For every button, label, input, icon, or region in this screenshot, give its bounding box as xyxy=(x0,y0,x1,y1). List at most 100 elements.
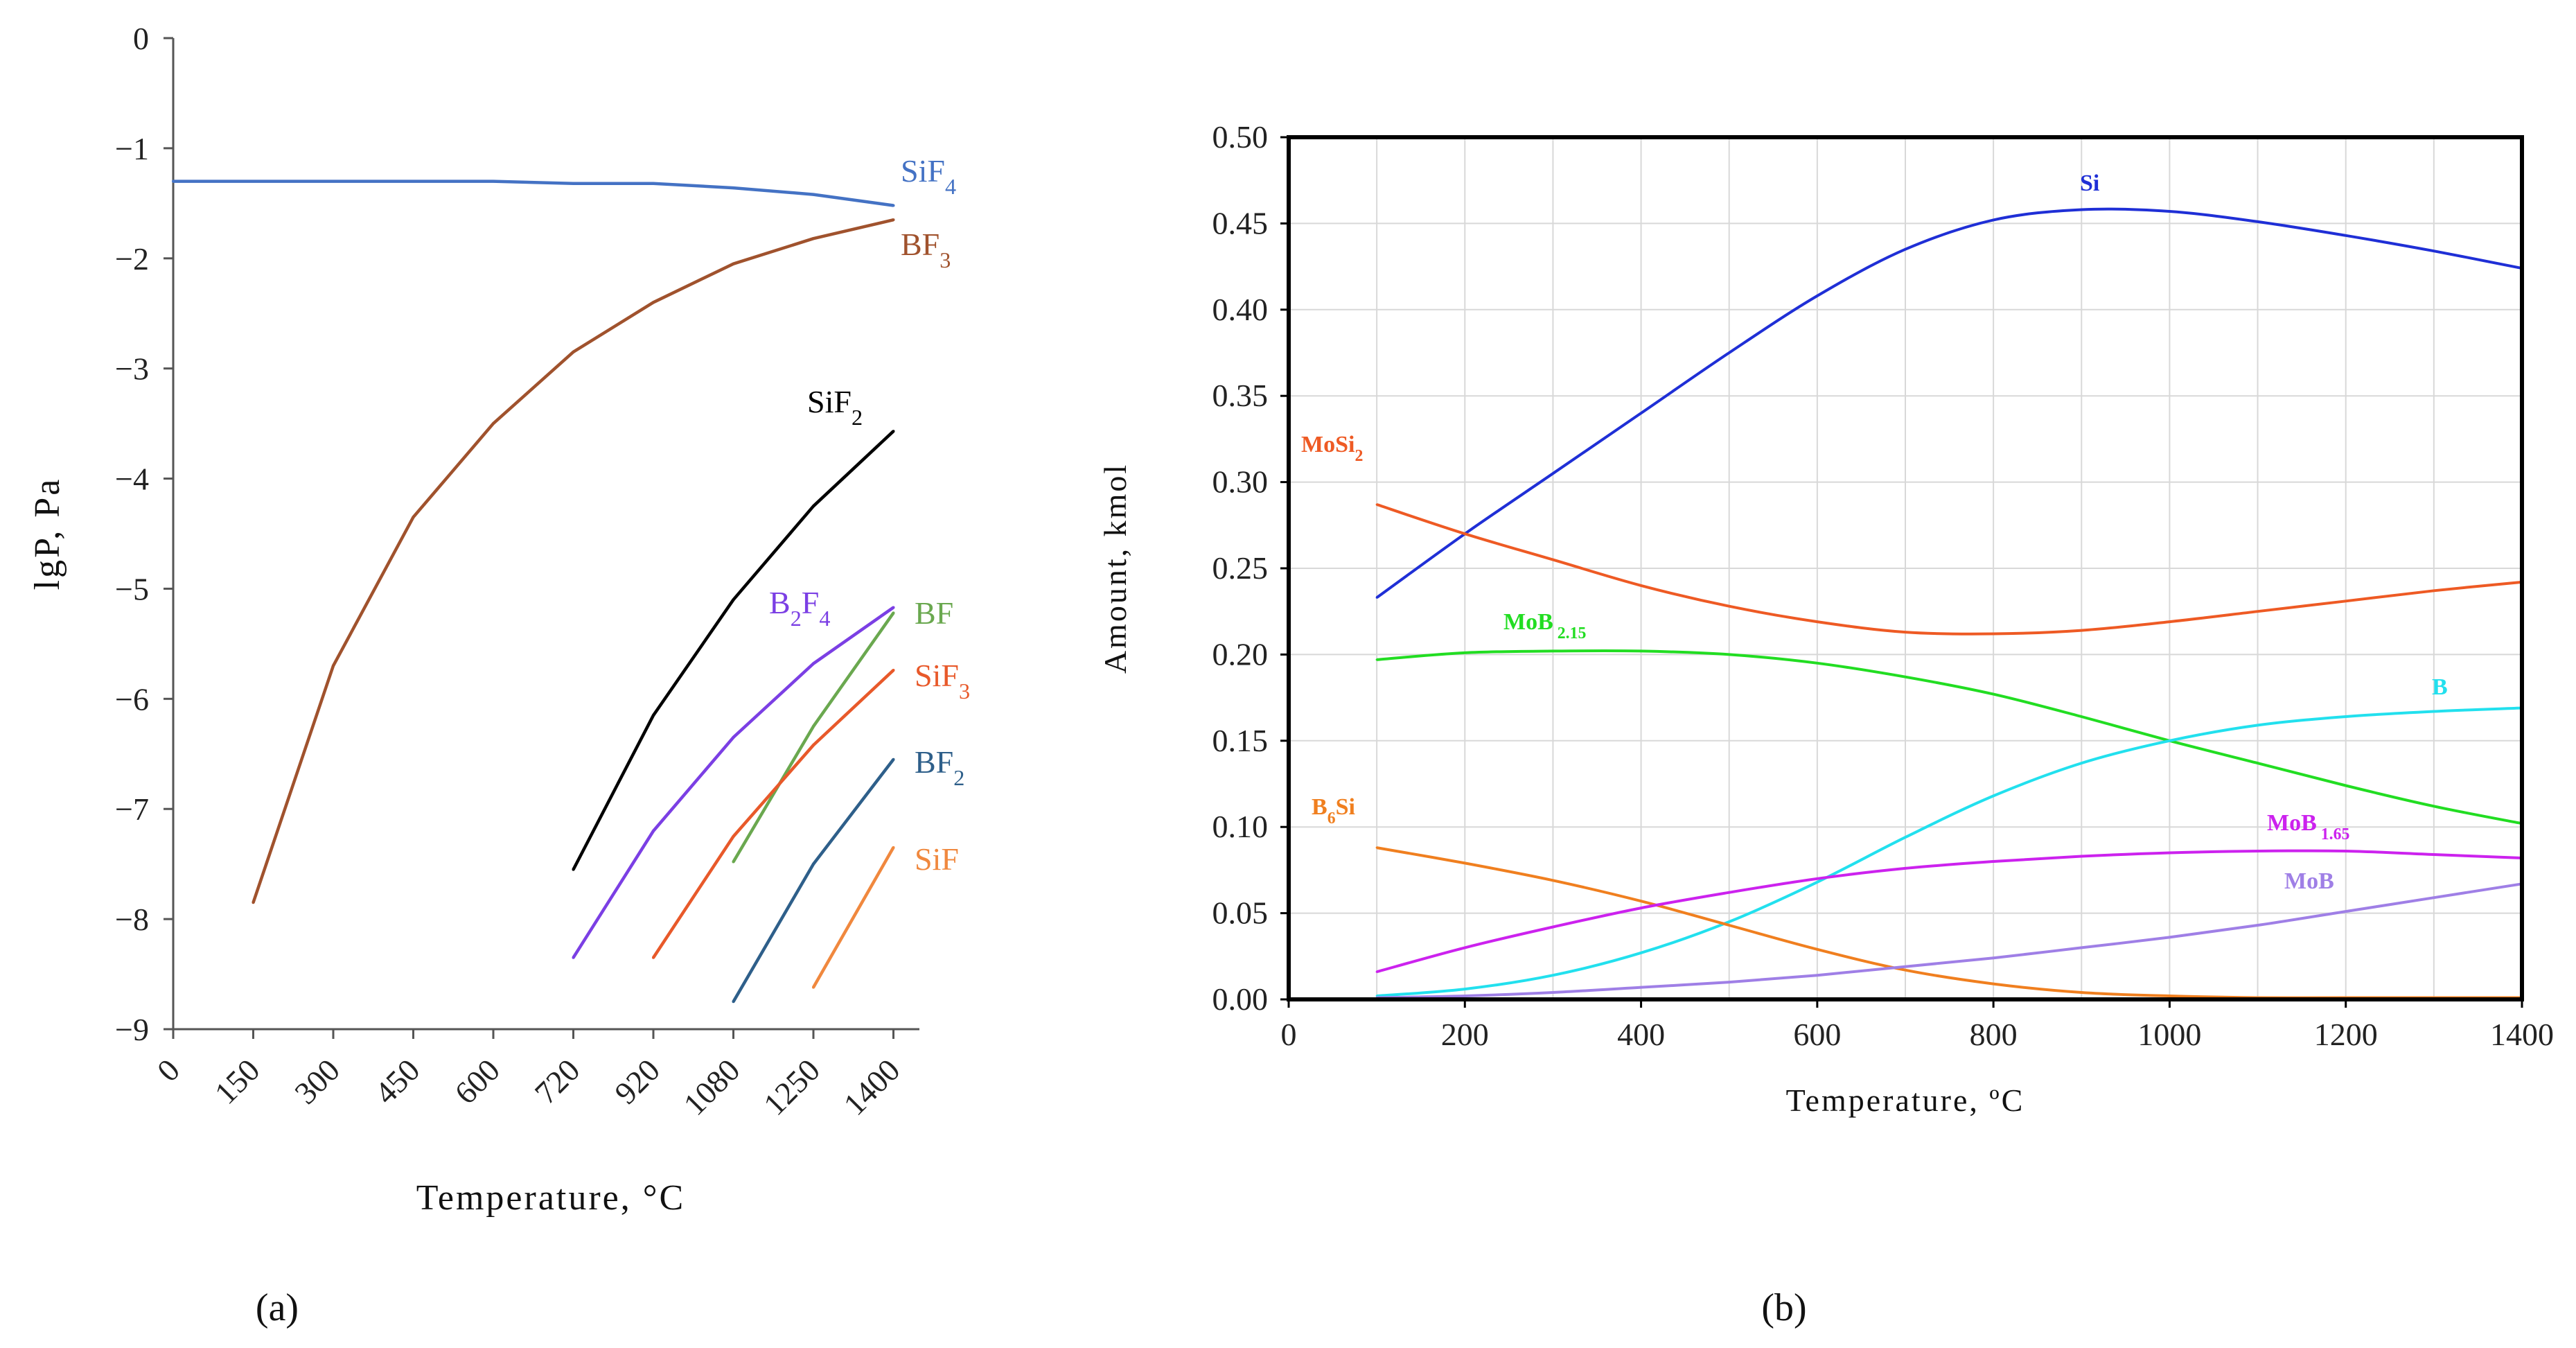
x-tick-label: 1080 xyxy=(676,1052,746,1122)
series-label-sif2: SiF2 xyxy=(807,384,863,430)
data-point-mob2-15 xyxy=(1551,649,1554,652)
data-point-b2f4 xyxy=(892,606,895,609)
series-label-main: B xyxy=(769,585,791,620)
series-label-main2: Si xyxy=(1336,794,1355,820)
data-point-sif xyxy=(812,986,815,989)
y-tick-label: −1 xyxy=(115,131,149,166)
y-tick-label: −2 xyxy=(115,241,149,277)
data-point-b2f4 xyxy=(572,956,575,959)
data-point-sif2 xyxy=(572,868,575,871)
series-label-bf2: BF2 xyxy=(915,744,964,790)
y-tick-label: −4 xyxy=(115,462,149,497)
y-tick-label: −3 xyxy=(115,351,149,387)
data-point-mob1-65 xyxy=(1904,867,1907,870)
x-tick-label: 1200 xyxy=(2314,1017,2378,1052)
data-point-si xyxy=(1816,295,1819,297)
data-point-sif4 xyxy=(412,180,415,183)
data-point-mosi2 xyxy=(1816,620,1819,623)
data-point-mosi2 xyxy=(2080,629,2083,632)
data-point-sif4 xyxy=(892,204,895,207)
series-label-sub: 6 xyxy=(1327,809,1336,828)
y-tick-label: 0.45 xyxy=(1212,205,1269,240)
x-tick-label: 1250 xyxy=(757,1052,827,1122)
data-point-bf xyxy=(812,725,815,728)
series-label-sub: 3 xyxy=(939,247,951,272)
series-label-sub: 2 xyxy=(953,765,964,790)
data-point-b6si xyxy=(1904,969,1907,972)
x-tick-label: 0 xyxy=(150,1052,186,1088)
data-point-sif3 xyxy=(892,669,895,672)
data-point-mob1-65 xyxy=(1816,877,1819,880)
data-point-mob xyxy=(2168,936,2171,938)
data-point-sif4 xyxy=(492,180,495,183)
data-point-mob2-15 xyxy=(1728,653,1731,656)
x-tick-label: 720 xyxy=(528,1052,587,1111)
data-point-bf3 xyxy=(252,901,255,904)
y-tick-label: −6 xyxy=(115,681,149,717)
data-point-mob1-65 xyxy=(2433,853,2435,856)
data-point-b6si xyxy=(1463,861,1466,864)
series-label-main: B xyxy=(1312,794,1327,820)
series-label-main: SiF xyxy=(915,658,959,693)
x-tick-label: 200 xyxy=(1441,1017,1489,1052)
data-point-mob1-65 xyxy=(2168,852,2171,855)
data-point-sif4 xyxy=(652,182,655,185)
data-point-mob2-15 xyxy=(1992,693,1995,696)
data-point-bf2 xyxy=(892,758,895,761)
series-label-sub: 2 xyxy=(791,606,802,631)
series-label-sub: 2 xyxy=(1355,447,1363,465)
data-point-mob1-65 xyxy=(2257,850,2259,852)
data-point-mob1-65 xyxy=(1463,946,1466,949)
data-point-b xyxy=(2345,715,2347,718)
data-point-mob1-65 xyxy=(1640,907,1643,909)
data-point-b xyxy=(1640,952,1643,954)
y-tick-label: 0 xyxy=(133,21,149,56)
panel-label-a: (a) xyxy=(256,1286,299,1329)
data-point-mob xyxy=(2080,946,2083,949)
data-point-mob1-65 xyxy=(2080,855,2083,857)
data-point-sif2 xyxy=(892,430,895,433)
data-point-si xyxy=(2345,234,2347,237)
data-point-sif4 xyxy=(252,180,255,183)
x-axis-title: Temperature, °C xyxy=(416,1178,685,1218)
data-point-mob xyxy=(1816,974,1819,977)
data-point-sif xyxy=(892,846,895,849)
data-point-mob xyxy=(1992,956,1995,959)
y-axis-title: lgP, Pa xyxy=(28,478,67,590)
data-point-bf2 xyxy=(732,1000,735,1004)
data-point-mob1-65 xyxy=(1551,926,1554,929)
data-point-b6si xyxy=(1551,879,1554,882)
series-label-sub2: 4 xyxy=(819,606,830,631)
data-point-mosi2 xyxy=(1375,503,1378,506)
data-point-b xyxy=(2168,739,2171,742)
y-tick-label: −5 xyxy=(115,571,149,606)
series-label-mob2-15: MoB 2.15 xyxy=(1503,609,1586,642)
data-point-mob xyxy=(1728,981,1731,983)
data-point-b xyxy=(1728,920,1731,923)
chart-a: 0−1−2−3−4−5−6−7−8−90 150 300 450 600 720 920 10… xyxy=(28,21,970,1329)
y-tick-label: 0.00 xyxy=(1212,981,1269,1017)
data-point-b xyxy=(1463,988,1466,990)
x-tick-label: 1400 xyxy=(836,1052,906,1122)
series-line-mob2-15 xyxy=(1376,649,2523,825)
data-point-mob1-65 xyxy=(1992,860,1995,863)
data-point-sif4 xyxy=(172,180,175,183)
data-point-mob1-65 xyxy=(1375,970,1378,973)
data-point-bf3 xyxy=(412,516,415,519)
data-point-bf3 xyxy=(732,262,735,265)
data-point-sif3 xyxy=(732,834,735,838)
series-label-main: MoB xyxy=(1503,609,1553,635)
series-label-sif4: SiF4 xyxy=(901,153,956,199)
series-label-main: Si xyxy=(2080,170,2099,196)
data-point-b xyxy=(1816,881,1819,884)
data-point-mob xyxy=(2257,924,2259,927)
data-point-bf2 xyxy=(812,862,815,866)
data-point-b2f4 xyxy=(732,735,735,739)
series-label-bf: BF xyxy=(915,595,953,631)
data-point-sif4 xyxy=(332,180,335,183)
x-tick-label: 1000 xyxy=(2137,1017,2201,1052)
data-point-mob xyxy=(1904,965,1907,968)
data-point-b xyxy=(1992,794,1995,797)
data-point-si xyxy=(1992,218,1995,221)
data-point-mosi2 xyxy=(1904,631,1907,633)
